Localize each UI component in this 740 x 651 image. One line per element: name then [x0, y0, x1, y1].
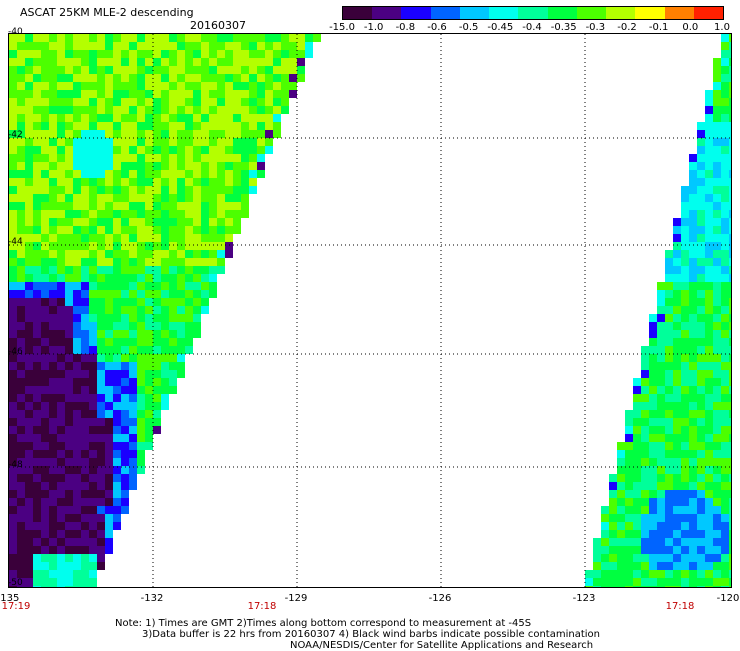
x-tick-label: -129 [284, 593, 308, 604]
x-tick-label: -132 [140, 593, 164, 604]
y-tick-label: -50 [8, 578, 23, 588]
map-plot-area [8, 33, 732, 588]
colorbar-label: -15.0 [329, 22, 355, 33]
colorbar-swatch [430, 7, 461, 19]
colorbar-label: -1.0 [363, 22, 384, 33]
y-tick-label: -44 [8, 237, 23, 247]
colorbar-swatch [401, 7, 432, 19]
colorbar-swatch [372, 7, 402, 19]
y-tick-label: -40 [8, 27, 23, 37]
colorbar-swatch [693, 7, 724, 19]
colorbar-swatch [459, 7, 490, 19]
y-tick-label: -48 [8, 460, 23, 470]
colorbar [342, 6, 724, 20]
colorbar-swatch [547, 7, 578, 19]
swath-image [9, 34, 731, 587]
x-tick-label: -126 [428, 593, 452, 604]
x-tick-label: -123 [572, 593, 596, 604]
colorbar-labels: -15.0 -1.0 -0.8 -0.6 -0.5 -0.45 -0.4 -0.35 -0.3-… [329, 22, 740, 36]
time-label: 17:18 [247, 601, 277, 612]
colorbar-swatch [518, 7, 549, 19]
y-tick-label: -42 [8, 130, 23, 140]
graticule [9, 34, 731, 587]
colorbar-label: 1.0 [714, 22, 730, 33]
colorbar-label: -0.45 [487, 22, 514, 33]
colorbar-swatch [664, 7, 695, 19]
footnote-line-1: Note: 1) Times are GMT 2)Times along bot… [115, 618, 532, 629]
footnote: Note: 1) Times are GMT 2)Times along bot… [115, 618, 600, 651]
x-tick-label: -120 [716, 593, 740, 604]
colorbar-label: -0.1 [648, 22, 669, 33]
colorbar-swatch [606, 7, 636, 19]
colorbar-label: 0.0 [682, 22, 699, 33]
footnote-line-3: NOAA/NESDIS/Center for Satellite Applica… [290, 640, 594, 651]
colorbar-label: -0.8 [395, 22, 416, 33]
colorbar-swatch [343, 7, 373, 19]
colorbar-label: -0.4 [522, 22, 542, 33]
y-tick-label: -46 [8, 347, 23, 357]
map-date: 20160307 [190, 19, 246, 32]
colorbar-swatch [576, 7, 607, 19]
footnote-line-2: 3)Data buffer is 22 hrs from 20160307 4)… [142, 629, 600, 640]
colorbar-label: -0.3 [585, 22, 606, 33]
x-tick-label: -135 [0, 593, 20, 604]
swath-pixels [9, 34, 731, 587]
time-label: 17:18 [665, 601, 695, 612]
colorbar-label: -0.2 [617, 22, 637, 33]
colorbar-swatch [489, 7, 519, 19]
colorbar-label: -0.5 [458, 22, 479, 33]
colorbar-label: -0.35 [550, 22, 577, 33]
colorbar-label: -0.6 [427, 22, 447, 33]
map-title: ASCAT 25KM MLE-2 descending [20, 6, 194, 19]
colorbar-swatch [635, 7, 666, 19]
time-label: 17:19 [1, 601, 31, 612]
